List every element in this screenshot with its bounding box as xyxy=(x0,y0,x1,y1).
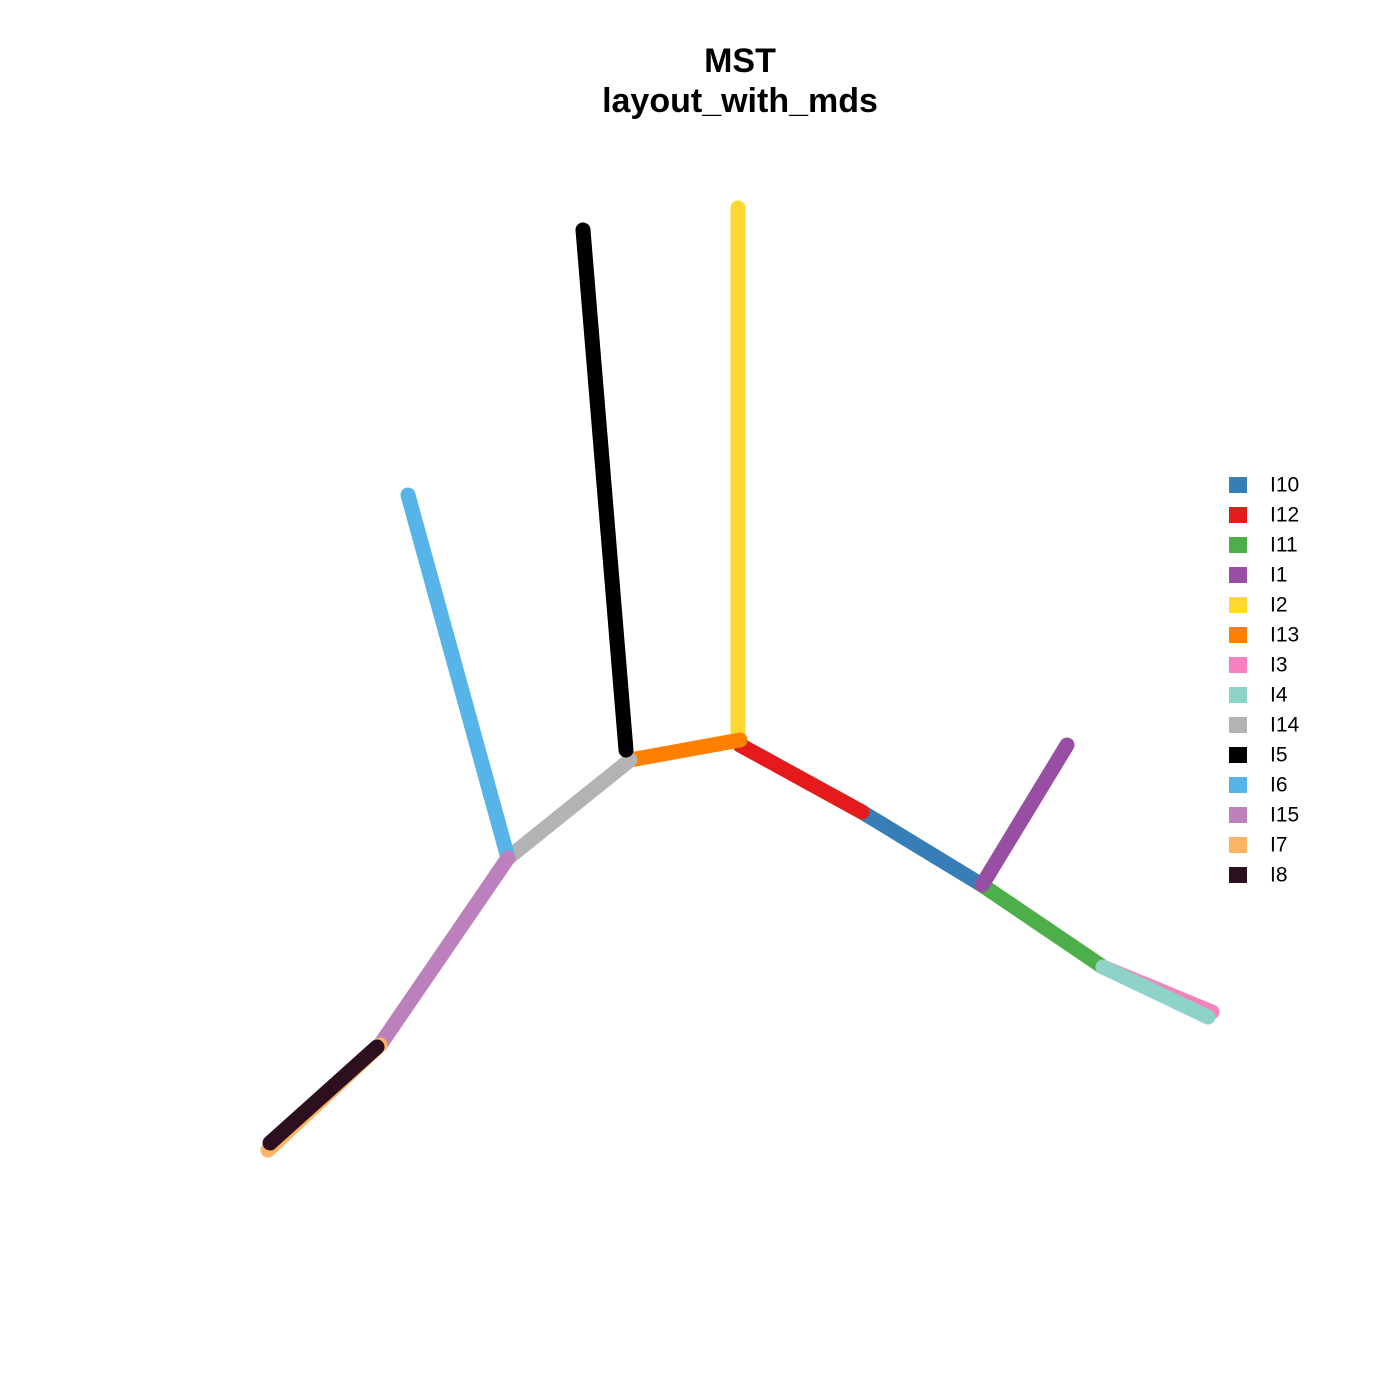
chart-title: MST xyxy=(704,42,776,80)
legend-swatch xyxy=(1229,537,1247,553)
branch xyxy=(974,737,1075,893)
legend-swatch xyxy=(1229,657,1247,673)
branch xyxy=(1095,959,1216,1025)
legend-label: I5 xyxy=(1270,744,1288,767)
branch xyxy=(262,1039,385,1151)
legend-label: I8 xyxy=(1270,864,1288,887)
legend-label: I4 xyxy=(1270,684,1288,707)
legend-swatch xyxy=(1229,477,1247,493)
legend-label: I10 xyxy=(1270,474,1299,497)
branch xyxy=(732,737,870,820)
legend-swatch xyxy=(1229,687,1247,703)
legend-label: I13 xyxy=(1270,624,1299,647)
legend-swatch xyxy=(1229,867,1247,883)
branch xyxy=(372,850,516,1053)
legend-label: I2 xyxy=(1270,594,1288,617)
legend-swatch xyxy=(1229,717,1247,733)
legend-label: I6 xyxy=(1270,774,1288,797)
legend-label: I15 xyxy=(1270,804,1299,827)
branch xyxy=(974,877,1111,975)
legend-label: I14 xyxy=(1270,714,1300,737)
legend-label: I1 xyxy=(1270,564,1288,587)
legend-label: I3 xyxy=(1270,654,1288,677)
plot-area xyxy=(260,200,1220,1158)
legend-swatch xyxy=(1229,807,1247,823)
legend-label: I7 xyxy=(1270,834,1288,857)
legend-label: I11 xyxy=(1270,534,1298,557)
chart-subtitle: layout_with_mds xyxy=(602,82,878,120)
legend-swatch xyxy=(1229,777,1247,793)
legend-swatch xyxy=(1229,567,1247,583)
legend-swatch xyxy=(1229,747,1247,763)
legend-swatch xyxy=(1229,507,1247,523)
legend-swatch xyxy=(1229,597,1247,613)
branch xyxy=(854,804,990,893)
branch xyxy=(400,487,516,866)
legend-label: I12 xyxy=(1270,504,1299,527)
branch xyxy=(622,732,748,768)
branch xyxy=(500,752,638,866)
branch xyxy=(575,222,634,758)
legend: I10 I12 I11 I1 I2 I13 I3 I4 I14 I5 I6 I15 I7 I8 xyxy=(1229,474,1300,887)
legend-swatch xyxy=(1229,837,1247,853)
legend-swatch xyxy=(1229,627,1247,643)
